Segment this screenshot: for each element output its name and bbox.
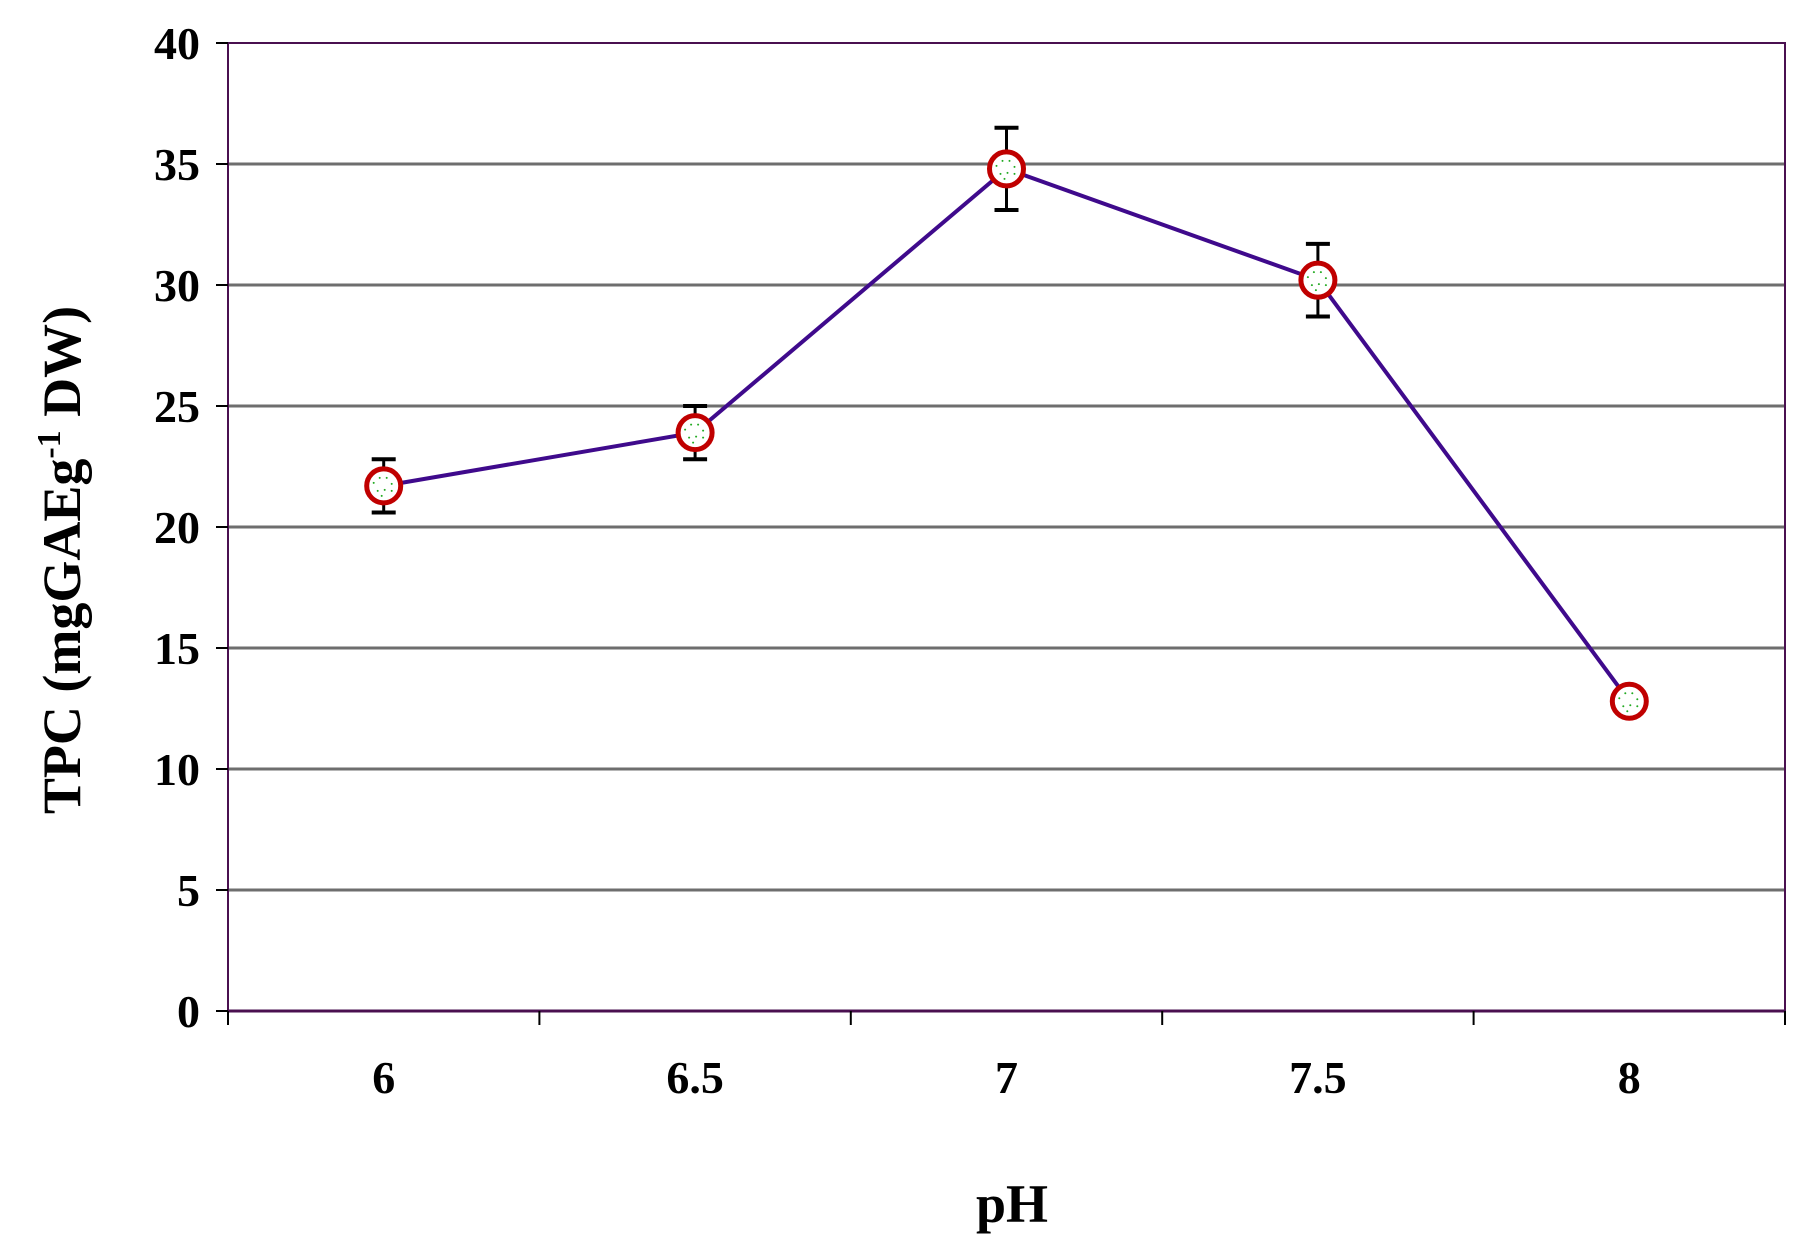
marker-dot xyxy=(1306,276,1309,279)
series-line xyxy=(383,166,1631,703)
data-point-marker xyxy=(1609,681,1649,721)
marker-dot xyxy=(684,428,687,431)
marker-dot xyxy=(376,489,379,492)
data-point-marker xyxy=(1298,260,1338,300)
marker-dot xyxy=(1624,692,1627,695)
x-tick-label: 7.5 xyxy=(1289,1052,1347,1103)
marker-dot xyxy=(1636,705,1639,708)
x-tick-label: 6.5 xyxy=(666,1052,724,1103)
x-tick-label: 6 xyxy=(372,1052,395,1103)
y-tick-label: 15 xyxy=(154,623,200,674)
marker-dot xyxy=(1324,277,1327,280)
marker-dot xyxy=(995,164,998,167)
data-point-marker xyxy=(364,466,404,506)
marker-dot xyxy=(1324,284,1327,287)
marker-dot xyxy=(702,429,705,432)
marker-dot xyxy=(1629,704,1632,707)
data-point-marker xyxy=(987,149,1026,189)
y-axis: 0 5 10 15 20 25 30 35 40 xyxy=(154,18,228,1037)
marker-dot xyxy=(1618,697,1621,700)
marker-dot xyxy=(1006,171,1009,174)
x-axis: 6 6.5 7 7.5 8 xyxy=(227,1009,1786,1103)
y-tick-label: 40 xyxy=(154,18,200,69)
marker-dot xyxy=(690,423,693,426)
x-tick-label: 8 xyxy=(1618,1052,1641,1103)
marker-dot xyxy=(383,488,386,491)
marker-dot xyxy=(1631,692,1634,695)
y-axis-label-tail: DW) xyxy=(32,306,92,430)
marker-dot xyxy=(999,172,1002,175)
y-tick-label: 25 xyxy=(154,381,200,432)
marker-dot xyxy=(1319,271,1322,274)
marker-dot xyxy=(1622,705,1625,708)
y-axis-label-main: TPC (mgGAEg xyxy=(32,459,92,814)
marker-dot xyxy=(1636,698,1639,701)
marker-dot xyxy=(688,436,691,439)
marker-dot xyxy=(385,476,388,479)
y-tick-label: 0 xyxy=(177,986,200,1037)
series-tpc xyxy=(364,125,1649,721)
marker-dot xyxy=(1013,172,1016,175)
marker-dot xyxy=(702,436,705,439)
gridlines xyxy=(228,162,1785,892)
marker-dot xyxy=(390,482,393,485)
marker-dot xyxy=(1003,177,1006,180)
y-tick-label: 30 xyxy=(154,260,200,311)
marker-dot xyxy=(1001,159,1004,162)
marker-dot xyxy=(692,441,695,444)
marker-dot xyxy=(1312,271,1315,274)
marker-dot xyxy=(1008,159,1011,162)
x-axis-label: pH xyxy=(976,1174,1048,1234)
marker-dot xyxy=(372,481,375,484)
marker-dot xyxy=(390,489,393,492)
y-axis-label-sup: -1 xyxy=(31,430,68,458)
y-axis-label: TPC (mgGAEg-1 DW) xyxy=(31,306,92,814)
marker-dot xyxy=(378,476,381,479)
marker-dot xyxy=(380,494,383,497)
y-tick-label: 35 xyxy=(154,139,200,190)
marker-dot xyxy=(1626,710,1629,713)
marker-dot xyxy=(1314,289,1317,292)
marker-dot xyxy=(1310,284,1313,287)
data-point-marker xyxy=(675,413,715,453)
y-tick-label: 20 xyxy=(154,502,200,553)
y-tick-label: 10 xyxy=(154,744,200,795)
x-tick-label: 7 xyxy=(995,1052,1018,1103)
marker-dot xyxy=(697,423,700,426)
marker-dot xyxy=(1013,165,1016,168)
marker-dot xyxy=(695,435,698,438)
y-tick-label: 5 xyxy=(177,865,200,916)
marker-dot xyxy=(1317,283,1320,286)
